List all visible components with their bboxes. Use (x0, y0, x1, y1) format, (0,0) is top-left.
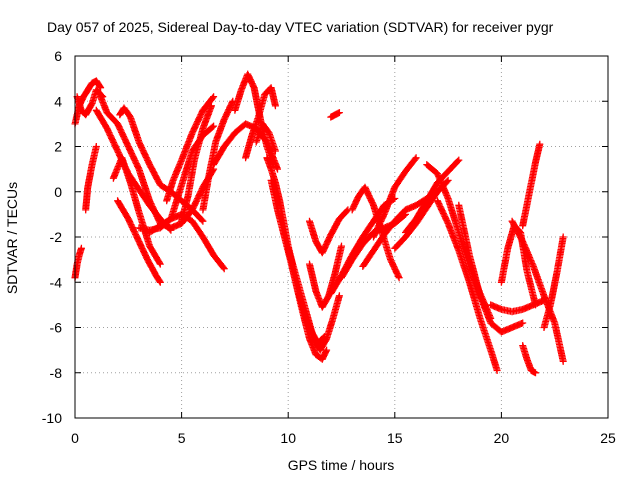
series-track-08 (114, 197, 164, 286)
y-tick-label: 4 (54, 93, 62, 109)
data-point (156, 278, 164, 286)
series-track-17 (242, 84, 279, 162)
y-tick-label: -8 (50, 365, 63, 381)
data-point (411, 155, 419, 163)
data-point (319, 334, 327, 342)
data-point (198, 216, 206, 224)
data-point (207, 102, 215, 110)
y-tick-labels: -10 -8 -6 -4 -2 0 2 4 6 (42, 48, 62, 426)
y-tick-label: -2 (50, 229, 63, 245)
data-point (210, 93, 218, 101)
data-point (343, 207, 351, 215)
series-track-41 (540, 233, 567, 331)
series-track-26 (327, 109, 343, 121)
series-track-29 (359, 195, 431, 270)
data-point (156, 260, 164, 268)
data-point (219, 263, 227, 271)
data-point (532, 369, 539, 377)
data-point (519, 319, 527, 327)
y-tick-label: -6 (50, 320, 63, 336)
data-point (454, 157, 462, 165)
data-point (444, 176, 452, 184)
data-point (96, 83, 104, 90)
series-track-18 (252, 120, 279, 155)
series-track-20 (267, 176, 331, 363)
data-point (271, 102, 279, 110)
data-point (524, 249, 532, 257)
data-point (493, 367, 501, 374)
series-track-16 (231, 70, 277, 169)
data-point (209, 94, 217, 102)
x-tick-label: 20 (494, 430, 510, 446)
series-track-12 (163, 93, 218, 205)
data-point (559, 233, 567, 241)
series-track-34 (433, 197, 501, 374)
data-point (394, 272, 402, 280)
series-track-39 (519, 140, 544, 230)
x-tick-label: 0 (71, 430, 79, 446)
data-point (335, 109, 343, 117)
data-point (210, 122, 218, 130)
y-tick-label: 0 (54, 184, 62, 200)
x-axis-label: GPS time / hours (288, 457, 395, 473)
data-point (412, 154, 420, 162)
series-track-38 (508, 217, 567, 365)
data-point (156, 277, 164, 285)
y-axis-label: SDTVAR / TECUs (4, 182, 20, 294)
x-tick-label: 25 (600, 430, 616, 446)
series-track-28 (348, 183, 403, 282)
data-point (320, 333, 328, 341)
data-point (208, 123, 216, 131)
data-point (559, 357, 567, 365)
series-track-24 (306, 206, 352, 257)
data-points (71, 70, 567, 377)
data-point (455, 156, 463, 164)
data-point (395, 274, 403, 282)
series-track-40 (519, 342, 539, 377)
data-point (156, 259, 163, 267)
data-point (220, 265, 228, 273)
data-point (77, 244, 85, 252)
series-track-36 (487, 296, 548, 316)
series-track-30 (370, 154, 420, 241)
data-point (271, 147, 279, 155)
data-point (335, 292, 343, 300)
series-track-02 (71, 244, 85, 282)
y-tick-label: 2 (54, 139, 62, 155)
x-tick-label: 5 (178, 430, 186, 446)
series-track-22 (295, 290, 328, 347)
series-track-03 (73, 86, 107, 119)
x-tick-labels: 0 5 10 15 20 25 (71, 430, 616, 446)
chart-title: Day 057 of 2025, Sidereal Day-to-day VTE… (47, 19, 554, 35)
series-track-04 (82, 143, 100, 214)
data-point (92, 143, 100, 150)
data-point (199, 217, 207, 225)
y-tick-label: 6 (54, 48, 62, 64)
series-track-35 (455, 201, 527, 336)
data-point (433, 170, 441, 178)
data-point (338, 242, 345, 250)
data-point (443, 178, 451, 186)
data-point (97, 84, 105, 92)
data-point (323, 346, 331, 354)
plot-frame (74, 55, 609, 419)
x-tick-label: 10 (280, 430, 296, 446)
data-point (274, 165, 281, 173)
y-tick-label: -4 (50, 274, 63, 290)
data-point (536, 140, 544, 148)
y-tick-label: -10 (42, 410, 62, 426)
series-track-23 (306, 242, 345, 311)
series-track-13 (178, 102, 215, 225)
data-point (532, 301, 539, 309)
x-tick-label: 15 (387, 430, 403, 446)
